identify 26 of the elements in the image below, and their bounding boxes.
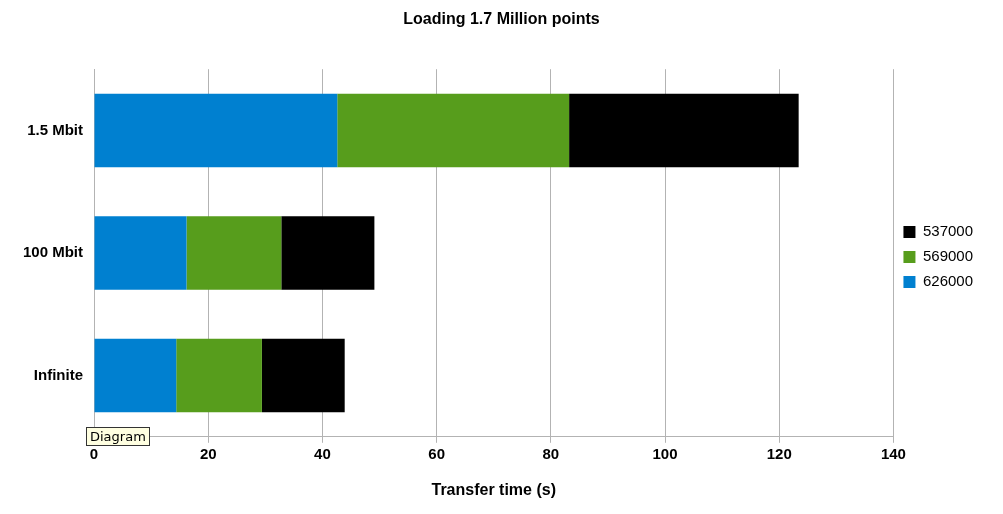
chart-title: Loading 1.7 Million points [403,10,600,28]
bar [569,93,799,168]
x-tick-label: 20 [199,444,217,462]
y-tick-label: Infinite [33,365,84,383]
bar [94,338,177,413]
bar [94,216,187,290]
x-tick-label: 80 [542,444,560,462]
x-tick-label: 140 [880,444,906,462]
bar [94,93,338,168]
x-axis-title: Transfer time (s) [431,480,556,498]
bar [186,216,282,290]
bar [176,338,262,413]
legend-label: 626000 [922,272,974,290]
x-tick-label: 120 [766,444,792,462]
legend-label: 569000 [922,247,974,265]
bar [261,338,345,413]
x-tick-label: 40 [314,444,331,462]
bar [337,93,570,168]
x-tick-label: 0 [89,444,99,462]
x-tick-label: 60 [428,444,445,462]
legend-label: 537000 [922,222,974,240]
bar [281,216,375,290]
y-tick-label: 100 Mbit [23,243,84,261]
y-tick-label: 1.5 Mbit [27,120,84,138]
x-tick-label: 100 [652,444,678,462]
annotation: Diagram [86,427,150,446]
